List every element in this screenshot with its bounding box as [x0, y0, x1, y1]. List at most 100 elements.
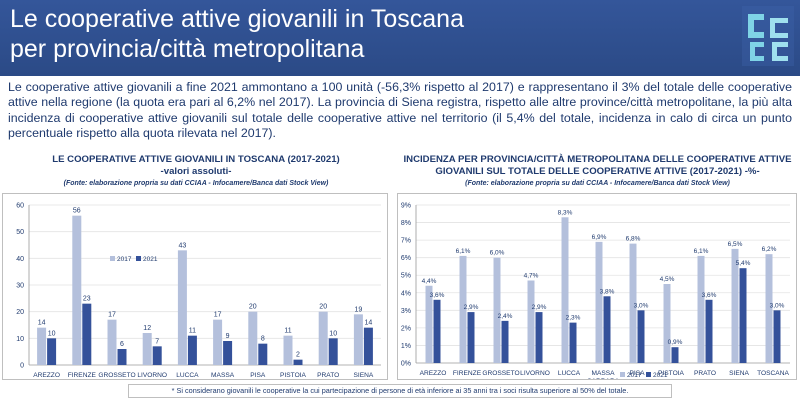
legend-label-2021: 2021 [653, 372, 668, 379]
bar-2021 [187, 335, 197, 365]
bar-2021 [501, 320, 509, 363]
bar-2021 [773, 310, 781, 363]
bar-2017 [731, 248, 739, 363]
data-label-2021: 6 [120, 341, 124, 348]
legend-label-2021: 2021 [143, 256, 158, 263]
data-label-2021: 5,4% [736, 260, 751, 267]
bar-2021 [569, 322, 577, 363]
x-tick-label: FIRENZE [453, 370, 482, 377]
data-label-2021: 23 [83, 296, 91, 303]
x-tick-label: CARRARA [587, 378, 620, 379]
y-tick-label: 20 [16, 309, 24, 316]
bar-2021 [328, 338, 338, 365]
bar-2017 [353, 314, 363, 365]
y-tick-label: 6% [401, 255, 411, 262]
bar-2021 [739, 268, 747, 363]
data-label-2017: 4,4% [422, 278, 437, 285]
data-label-2021: 3,6% [430, 292, 445, 299]
header-banner: Le cooperative attive giovanili in Tosca… [0, 0, 800, 76]
y-tick-label: 8% [401, 220, 411, 227]
data-label-2021: 2,3% [566, 315, 581, 322]
bar-2017 [663, 284, 671, 363]
data-label-2017: 6,0% [490, 250, 505, 257]
x-tick-label: GROSSETO [98, 372, 135, 379]
bar-2021 [433, 299, 441, 363]
x-tick-label: PRATO [694, 370, 716, 377]
legend-label-2017: 2017 [117, 256, 132, 263]
data-label-2017: 43 [179, 242, 187, 249]
bar-2017 [629, 243, 637, 363]
bar-2017 [107, 319, 117, 365]
legend-swatch-2021 [646, 372, 651, 377]
y-tick-label: 2% [401, 325, 411, 332]
data-label-2021: 10 [329, 330, 337, 337]
data-label-2017: 14 [38, 320, 46, 327]
x-tick-label: TOSCANA [757, 370, 789, 377]
left-chart-subtitle: -valori assoluti- [160, 166, 232, 177]
data-label-2021: 8 [261, 336, 265, 343]
bar-2021 [117, 349, 127, 365]
data-label-2021: 3,0% [634, 302, 649, 309]
x-tick-label: MASSA [591, 370, 615, 377]
page-title-line2: per provincia/città metropolitana [10, 35, 365, 63]
y-tick-label: 1% [401, 343, 411, 350]
right-chart-panel: INCIDENZA PER PROVINCIA/CITTÀ METROPOLIT… [395, 154, 800, 385]
data-label-2017: 56 [73, 208, 81, 215]
x-tick-label: LIVORNO [520, 370, 550, 377]
bar-2021 [258, 343, 268, 365]
y-tick-label: 7% [401, 238, 411, 245]
data-label-2017: 6,8% [626, 236, 641, 243]
x-tick-label: SIENA [729, 370, 749, 377]
y-tick-label: 5% [401, 273, 411, 280]
bar-2017 [283, 335, 293, 365]
x-tick-label: PRATO [317, 372, 339, 379]
data-label-2021: 3,8% [600, 288, 615, 295]
bar-2017 [493, 257, 501, 363]
bar-2017 [213, 319, 223, 365]
data-label-2021: 2,9% [532, 304, 547, 311]
data-label-2021: 2,4% [498, 313, 513, 320]
legend-swatch-2017 [110, 256, 115, 261]
x-tick-label: LUCCA [558, 370, 581, 377]
data-label-2021: 10 [48, 330, 56, 337]
y-tick-label: 40 [16, 256, 24, 263]
y-tick-label: 4% [401, 290, 411, 297]
data-label-2017: 6,2% [762, 246, 777, 253]
bar-2021 [671, 347, 679, 363]
data-label-2017: 19 [355, 306, 363, 313]
x-tick-label: LIVORNO [137, 372, 167, 379]
data-label-2017: 20 [249, 304, 257, 311]
data-label-2021: 7 [155, 338, 159, 345]
bar-2017 [425, 285, 433, 363]
bar-2017 [177, 250, 187, 365]
data-label-2017: 17 [108, 312, 116, 319]
bar-2021 [467, 312, 475, 363]
x-tick-label: FIRENZE [68, 372, 97, 379]
bar-2017 [318, 311, 328, 365]
bar-2021 [47, 338, 57, 365]
left-chart-title: LE COOPERATIVE ATTIVE GIOVANILI IN TOSCA… [52, 154, 340, 165]
x-tick-label: PISA [250, 372, 266, 379]
bar-2017 [765, 254, 773, 363]
data-label-2017: 12 [143, 325, 151, 332]
bar-2017 [248, 311, 258, 365]
right-chart-frame: 0% 1% 2% 3% 4% 5% 6% 7% 8% 9% 4,4% 3,6% AREZZO 6,1% 2,… [397, 193, 797, 385]
bar-2017 [72, 215, 82, 365]
data-label-2017: 6,5% [728, 241, 743, 248]
x-tick-label: PISA [629, 370, 645, 377]
bar-2021 [223, 341, 233, 365]
right-bar-chart: 0% 1% 2% 3% 4% 5% 6% 7% 8% 9% 4,4% 3,6% AREZZO 6,1% 2,… [401, 203, 790, 385]
bar-2017 [459, 255, 467, 363]
bar-2017 [697, 255, 705, 363]
bar-2017 [527, 280, 535, 363]
bar-2021 [637, 310, 645, 363]
data-label-2017: 6,1% [456, 248, 471, 255]
data-label-2021: 2 [296, 352, 300, 359]
data-label-2021: 0,9% [668, 339, 683, 346]
legend-swatch-2021 [136, 256, 141, 261]
data-label-2017: 17 [214, 312, 222, 319]
bar-2021 [293, 359, 303, 365]
x-tick-label: SIENA [354, 372, 374, 379]
bar-2017 [142, 333, 152, 365]
x-tick-label: AREZZO [33, 372, 60, 379]
